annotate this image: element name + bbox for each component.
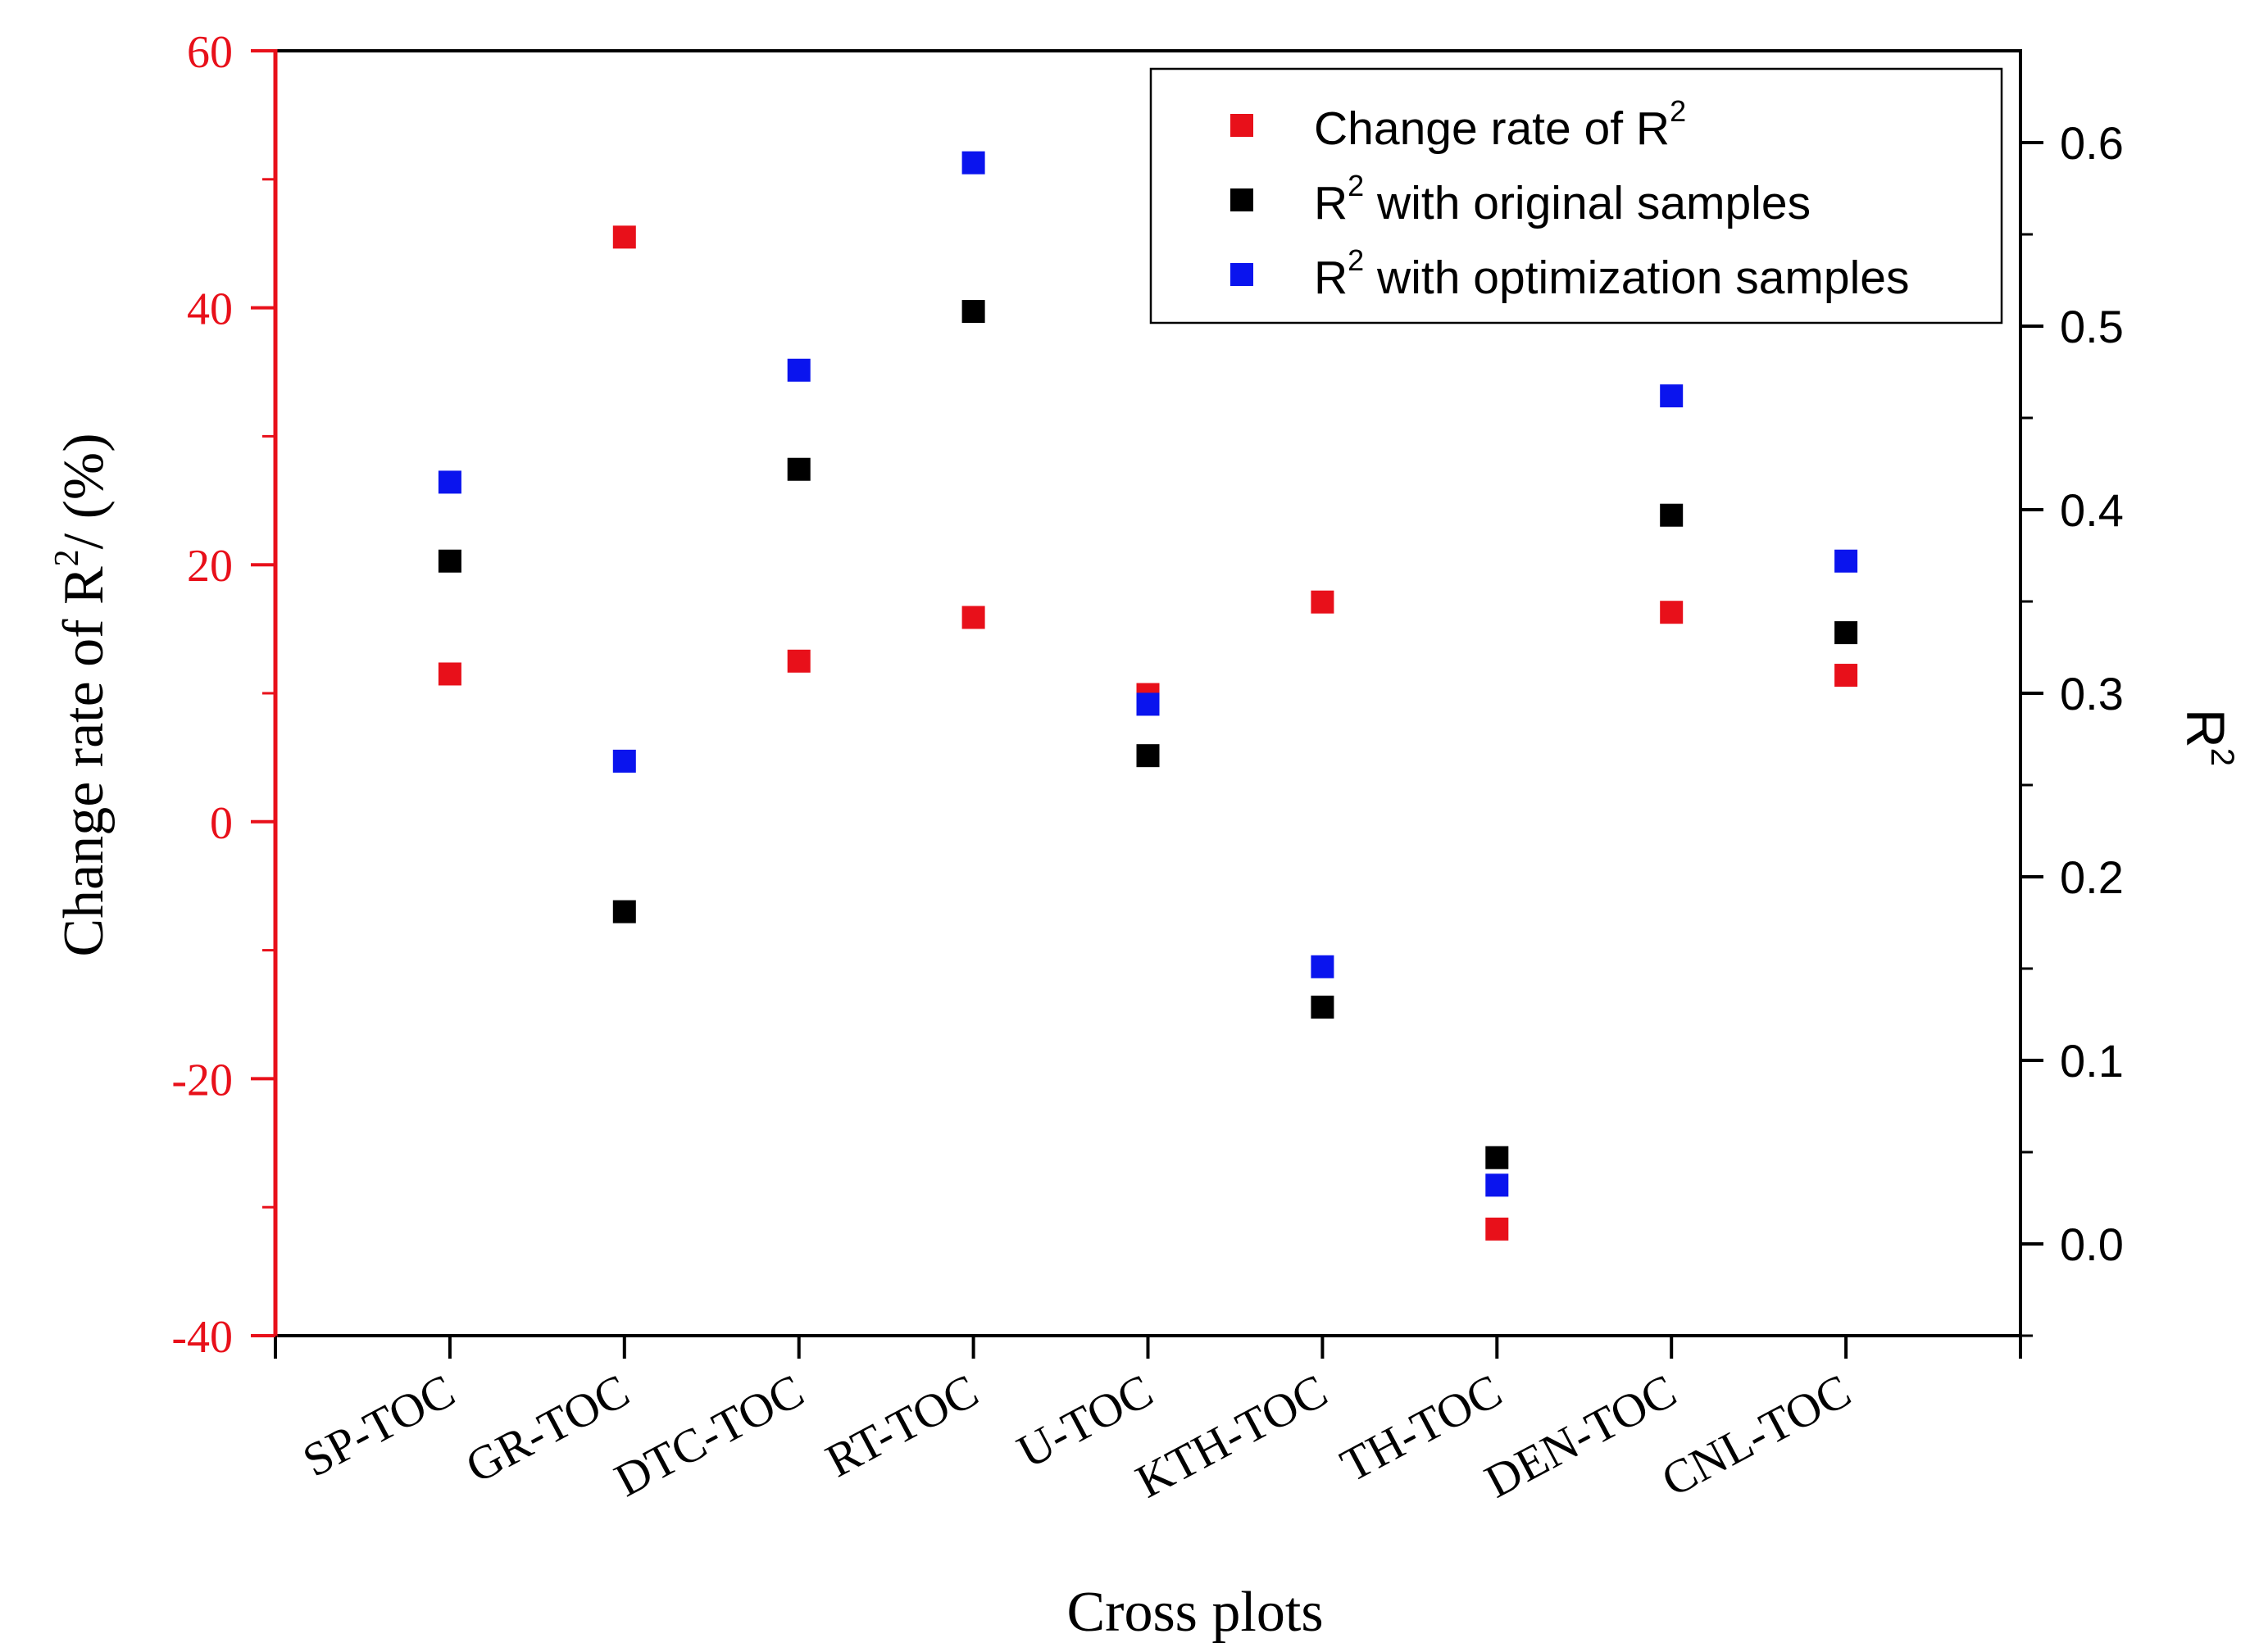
data-point-r2-with-original-samples-gr-toc xyxy=(612,900,636,924)
data-point-r2-with-original-samples-den-toc xyxy=(1660,503,1684,527)
y-right-axis-title-main: R xyxy=(2175,709,2236,748)
data-point-r2-with-original-samples-th-toc xyxy=(1485,1146,1509,1169)
y-right-tick-label: 0.0 xyxy=(2060,1219,2124,1270)
y-right-axis-title-sup: 2 xyxy=(2204,748,2240,766)
data-point-change-rate-of-r2-den-toc xyxy=(1660,601,1684,624)
y-left-axis-title-main: Change rate of R xyxy=(52,566,116,957)
legend-label-optimization: R2 with optimization samples xyxy=(1314,243,1909,304)
data-point-change-rate-of-r2-sp-toc xyxy=(438,662,461,686)
data-point-r2-with-optimization-samples-u-toc xyxy=(1136,692,1160,716)
data-point-r2-with-optimization-samples-dtc-toc xyxy=(787,358,811,382)
data-point-r2-with-original-samples-cnl-toc xyxy=(1834,621,1858,645)
data-point-r2-with-optimization-samples-th-toc xyxy=(1485,1173,1509,1197)
legend: Change rate of R2 R2 with original sampl… xyxy=(1149,67,2003,324)
x-axis-title: Cross plots xyxy=(1066,1581,1323,1644)
data-point-r2-with-optimization-samples-sp-toc xyxy=(438,470,461,494)
y-right-tick-label: 0.3 xyxy=(2060,668,2124,719)
legend-label-original: R2 with original samples xyxy=(1314,169,1811,229)
data-point-change-rate-of-r2-dtc-toc xyxy=(787,649,811,673)
data-points xyxy=(438,151,1858,1241)
legend-item-change-rate: Change rate of R2 xyxy=(1230,94,1686,155)
y-right-tick-label: 0.6 xyxy=(2060,117,2124,169)
legend-marker-original xyxy=(1230,188,1253,211)
legend-marker-optimization xyxy=(1230,263,1253,286)
y-right-tick-label: 0.5 xyxy=(2060,301,2124,352)
y-right-tick-label: 0.4 xyxy=(2060,484,2124,536)
y-left-axis-title: Change rate of R2/ (%) xyxy=(48,433,116,956)
y-right-tick-label: 0.1 xyxy=(2060,1035,2124,1087)
data-point-r2-with-original-samples-sp-toc xyxy=(438,549,461,573)
y-right-tick-label: 0.2 xyxy=(2060,851,2124,903)
data-point-r2-with-optimization-samples-gr-toc xyxy=(612,749,636,773)
data-point-change-rate-of-r2-rt-toc xyxy=(961,606,985,629)
y-right-ticks: 0.0 0.1 0.2 0.3 0.4 0.5 0.6 xyxy=(2020,117,2124,1337)
y-left-tick-label: -40 xyxy=(171,1312,233,1363)
legend-item-original: R2 with original samples xyxy=(1230,169,1811,229)
data-point-r2-with-optimization-samples-rt-toc xyxy=(961,151,985,175)
y-left-axis-title-sup: 2 xyxy=(48,549,86,566)
data-point-r2-with-optimization-samples-den-toc xyxy=(1660,384,1684,408)
data-point-change-rate-of-r2-th-toc xyxy=(1485,1217,1509,1241)
legend-label-change-rate: Change rate of R2 xyxy=(1314,94,1686,155)
y-right-axis-title: R2 xyxy=(2175,709,2240,766)
data-point-r2-with-original-samples-kth-toc xyxy=(1311,996,1334,1019)
data-point-r2-with-original-samples-dtc-toc xyxy=(787,457,811,481)
data-point-change-rate-of-r2-gr-toc xyxy=(612,225,636,249)
y-left-tick-label: 20 xyxy=(187,541,233,592)
legend-item-optimization: R2 with optimization samples xyxy=(1230,243,1909,304)
data-point-change-rate-of-r2-kth-toc xyxy=(1311,590,1334,614)
legend-marker-change-rate xyxy=(1230,114,1253,137)
y-left-tick-label: 0 xyxy=(210,798,233,849)
data-point-r2-with-original-samples-rt-toc xyxy=(961,300,985,324)
data-point-change-rate-of-r2-cnl-toc xyxy=(1834,664,1858,688)
y-left-ticks: -40 -20 0 20 40 60 xyxy=(171,27,275,1363)
legend-box xyxy=(1149,67,2003,324)
data-point-r2-with-original-samples-u-toc xyxy=(1136,744,1160,768)
y-left-tick-label: 60 xyxy=(187,27,233,78)
y-left-axis-title-suffix: / (%) xyxy=(52,433,116,549)
y-left-tick-label: -20 xyxy=(171,1055,233,1105)
data-point-r2-with-optimization-samples-cnl-toc xyxy=(1834,549,1858,573)
y-left-tick-label: 40 xyxy=(187,284,233,335)
data-point-r2-with-optimization-samples-kth-toc xyxy=(1311,955,1334,978)
